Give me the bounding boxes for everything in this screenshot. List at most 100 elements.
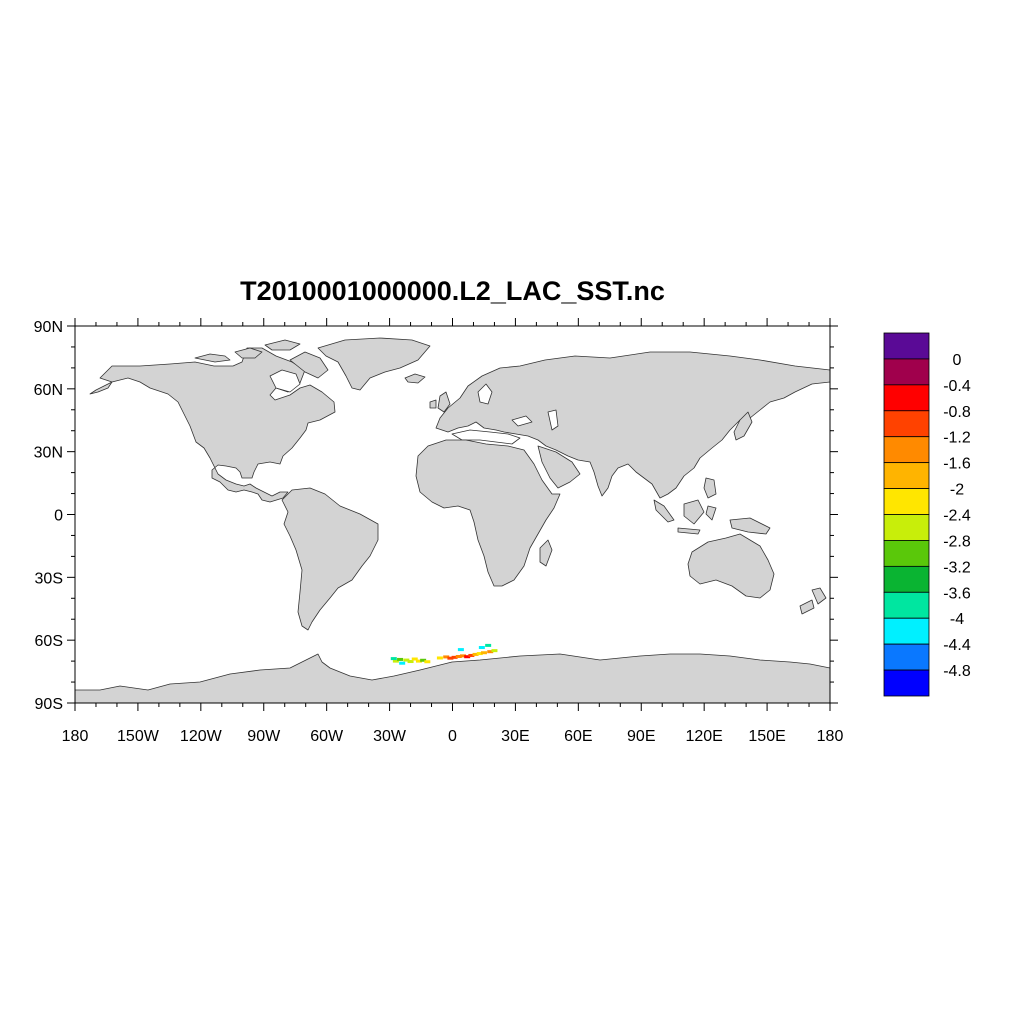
sst-point <box>451 655 458 659</box>
baltic-sea <box>477 383 493 405</box>
caspian-sea <box>547 409 559 431</box>
y-tick-label: 30N <box>34 445 63 462</box>
sst-point <box>455 655 462 659</box>
colorbar-label: 0 <box>953 352 962 369</box>
y-tick-label: 90S <box>35 696 63 713</box>
japan <box>733 411 753 441</box>
sst-swath <box>390 643 498 665</box>
sst-point <box>447 656 454 660</box>
arctic-island-1 <box>194 353 231 363</box>
x-tick-label: 150W <box>117 728 160 745</box>
x-tick-label: 90W <box>247 728 281 745</box>
axis-ticks <box>67 318 838 711</box>
arctic-island-3 <box>264 339 301 351</box>
land-masses <box>74 337 831 704</box>
colorbar-label: -2.8 <box>943 533 971 550</box>
new-zealand-south <box>799 599 815 615</box>
colorbar-segment <box>883 436 930 464</box>
colorbar-segment <box>883 332 930 360</box>
colorbar-label: -4 <box>950 611 964 628</box>
sst-point <box>480 651 487 655</box>
colorbar-segment <box>883 358 930 386</box>
iceland <box>404 373 426 384</box>
sst-point <box>392 659 399 663</box>
sulawesi <box>705 505 717 521</box>
colorbar-segment <box>883 669 930 697</box>
mediterranean-sea <box>451 429 521 445</box>
sst-point <box>411 657 418 661</box>
colorbar-label: -4.8 <box>943 663 971 680</box>
africa <box>415 439 561 587</box>
x-axis-labels: 180 150W 120W 90W 60W 30W 0 30E 60E 90E 120E 150E 18… <box>62 728 844 745</box>
sst-point <box>476 652 483 656</box>
sst-point <box>457 648 464 652</box>
eurasia <box>435 351 831 499</box>
colorbar-segment <box>883 514 930 541</box>
x-tick-label: 150E <box>748 728 785 745</box>
x-tick-label: 90E <box>627 728 655 745</box>
y-tick-label: 90N <box>34 319 63 336</box>
x-tick-label: 30E <box>501 728 529 745</box>
colorbar-label: -3.6 <box>943 585 971 602</box>
x-tick-label: 60W <box>310 728 344 745</box>
java <box>677 527 701 535</box>
x-tick-label: 30W <box>373 728 407 745</box>
australia <box>687 533 775 599</box>
sst-point <box>464 655 471 659</box>
colorbar-label: -4.4 <box>943 637 971 654</box>
y-tick-label: 0 <box>54 508 63 525</box>
new-zealand-north <box>811 587 827 605</box>
philippines <box>703 477 717 499</box>
colorbar-segment <box>883 410 930 438</box>
colorbar-label: -0.4 <box>943 378 971 395</box>
antarctica <box>74 653 831 704</box>
colorbar-segment <box>883 488 930 515</box>
x-tick-label: 120W <box>180 728 223 745</box>
colorbar-label: -1.6 <box>943 456 971 473</box>
sst-point <box>487 650 494 654</box>
x-tick-label: 180 <box>62 728 89 745</box>
alaska-peninsula <box>89 381 113 395</box>
arctic-island-2 <box>234 347 263 359</box>
colorbar-label: -1.2 <box>943 430 971 447</box>
colorbar-segment <box>883 565 930 593</box>
black-sea <box>511 415 533 427</box>
sst-point <box>424 660 431 664</box>
colorbar-segment <box>883 540 930 567</box>
sumatra <box>653 499 675 523</box>
colorbar-label: -2 <box>950 482 964 499</box>
sst-point <box>420 658 427 662</box>
borneo <box>683 499 705 525</box>
x-tick-label: 0 <box>448 728 457 745</box>
sst-point <box>390 657 397 661</box>
x-tick-label: 120E <box>685 728 722 745</box>
baffin-island <box>289 351 329 379</box>
colorbar-label: -2.4 <box>943 508 971 525</box>
sst-point <box>436 656 443 660</box>
hudson-bay <box>269 369 301 393</box>
colorbar <box>883 332 930 697</box>
sst-point <box>478 645 485 649</box>
ireland <box>429 399 437 409</box>
colorbar-segment <box>883 384 930 412</box>
south-america <box>281 487 379 631</box>
greenland <box>317 337 431 391</box>
sst-point <box>468 653 475 657</box>
sst-point <box>407 660 414 664</box>
x-tick-label: 180 <box>817 728 844 745</box>
x-tick-label: 60E <box>564 728 592 745</box>
sst-point <box>399 661 406 665</box>
sst-point <box>443 655 450 659</box>
colorbar-labels: 0 -0.4 -0.8 -1.2 -1.6 -2 -2.4 -2.8 -3.2 -3.6 -4 -4.… <box>943 352 971 680</box>
y-tick-label: 30S <box>35 570 63 587</box>
y-tick-label: 60S <box>35 633 63 650</box>
madagascar <box>539 539 553 567</box>
colorbar-segment <box>883 643 930 671</box>
great-britain <box>437 391 451 413</box>
sst-point <box>403 658 410 662</box>
colorbar-segment <box>883 617 930 645</box>
sst-point <box>397 657 404 661</box>
arabian-peninsula <box>537 445 581 489</box>
sst-point <box>459 654 466 658</box>
colorbar-label: -0.8 <box>943 404 971 421</box>
